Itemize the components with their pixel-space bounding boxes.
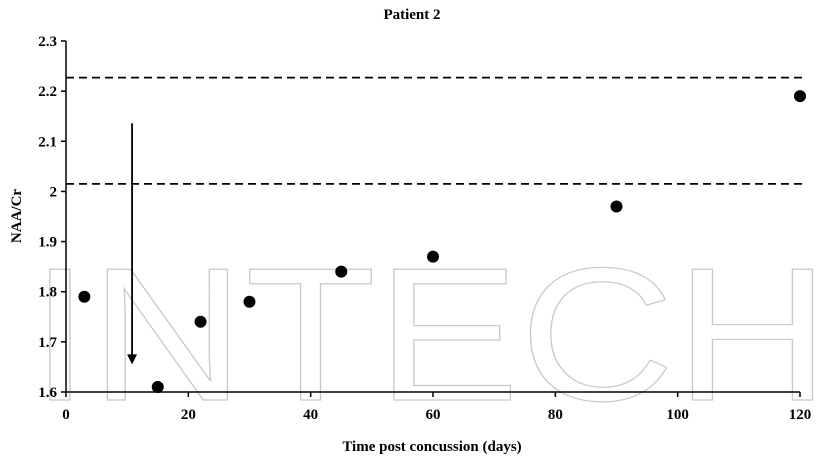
y-tick-label: 1.7: [38, 335, 57, 351]
data-point: [78, 290, 91, 303]
y-axis-title: NAA/Cr: [9, 189, 25, 243]
data-point: [243, 295, 256, 308]
data-point: [335, 265, 348, 278]
data-point: [794, 90, 806, 103]
y-tick-label: 2.2: [38, 84, 57, 100]
y-tick-label: 1.8: [38, 285, 57, 301]
x-tick-label: 120: [789, 407, 812, 423]
plot-area: 1.6 1.7 1.8 1.9 2 2.1 2.2 2.3 0 20 40 60 80 100 120: [38, 34, 811, 423]
y-tick-label: 1.9: [38, 235, 57, 251]
data-point: [194, 315, 207, 328]
watermark: INTECH: [30, 229, 816, 441]
x-tick-label: 40: [303, 407, 318, 423]
y-tick-label: 2.3: [38, 34, 57, 50]
annotation-arrow-head: [127, 354, 138, 365]
x-tick-label: 20: [181, 407, 196, 423]
x-tick-label: 100: [666, 407, 689, 423]
x-tick-label: 0: [62, 407, 70, 423]
x-axis-title: Time post concussion (days): [342, 439, 521, 455]
chart-title: Patient 2: [383, 7, 440, 23]
data-point: [427, 250, 439, 263]
data-point: [151, 380, 164, 393]
x-tick-label: 60: [426, 407, 441, 423]
y-tick-label: 2: [50, 184, 58, 200]
y-tick-label: 1.6: [38, 385, 57, 401]
data-point: [610, 200, 623, 213]
y-tick-label: 2.1: [38, 134, 57, 150]
x-tick-label: 80: [548, 407, 563, 423]
